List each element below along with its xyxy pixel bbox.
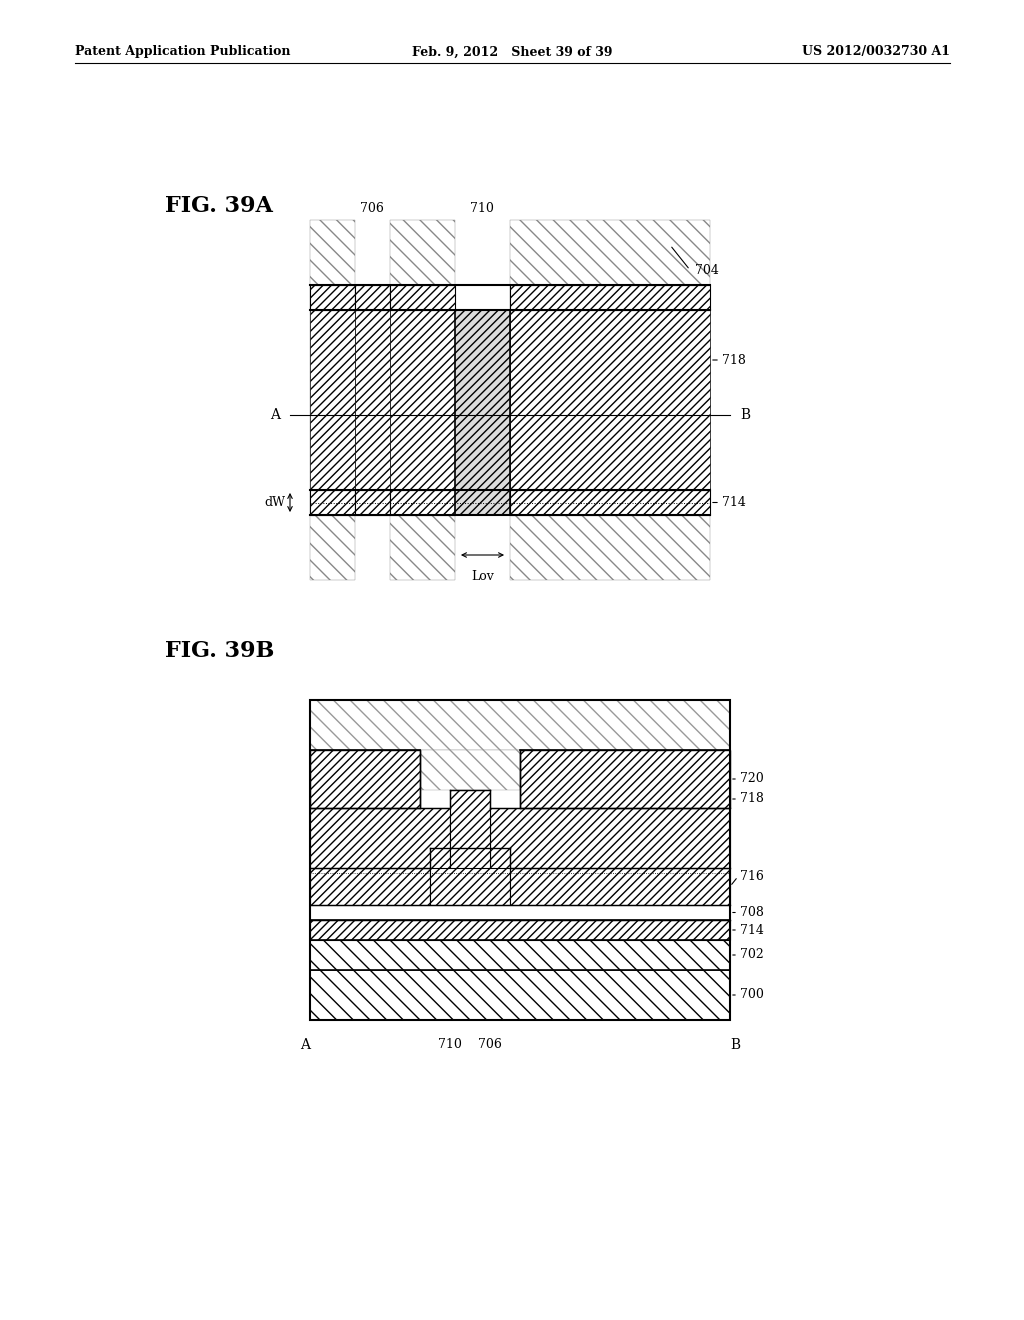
Bar <box>310 906 730 920</box>
Text: A: A <box>300 1038 310 1052</box>
Text: Feb. 9, 2012   Sheet 39 of 39: Feb. 9, 2012 Sheet 39 of 39 <box>412 45 612 58</box>
Text: 714: 714 <box>740 924 764 936</box>
Bar <box>510 310 710 490</box>
Bar <box>520 750 730 808</box>
Text: Patent Application Publication: Patent Application Publication <box>75 45 291 58</box>
Text: dW: dW <box>264 496 285 510</box>
Bar <box>510 285 710 310</box>
Text: 718: 718 <box>740 792 764 805</box>
Text: B: B <box>740 408 751 422</box>
Bar <box>355 285 390 310</box>
Text: 718: 718 <box>722 354 745 367</box>
Bar <box>310 700 730 1020</box>
Bar <box>310 808 450 869</box>
Bar <box>420 750 520 789</box>
Text: 714: 714 <box>722 496 745 510</box>
Text: 720: 720 <box>740 772 764 785</box>
Bar <box>390 285 455 310</box>
Text: A: A <box>270 408 280 422</box>
Text: FIG. 39B: FIG. 39B <box>165 640 274 663</box>
Text: Lov: Lov <box>471 570 494 583</box>
Bar <box>390 490 455 515</box>
Bar <box>310 285 355 310</box>
Text: 710: 710 <box>438 1038 462 1051</box>
Bar <box>310 220 355 579</box>
Text: FIG. 39A: FIG. 39A <box>165 195 272 216</box>
Text: 700: 700 <box>740 989 764 1002</box>
Bar <box>355 310 390 490</box>
Bar <box>310 700 730 750</box>
Bar <box>310 490 355 515</box>
Bar <box>310 970 730 1020</box>
Bar <box>310 750 420 808</box>
Bar <box>310 869 430 906</box>
Text: 710: 710 <box>470 202 494 215</box>
Bar <box>450 789 490 869</box>
Bar <box>430 847 510 906</box>
Bar <box>310 940 730 970</box>
Bar <box>390 310 455 490</box>
Text: 708: 708 <box>740 906 764 919</box>
Bar <box>310 310 355 490</box>
Text: 706: 706 <box>478 1038 502 1051</box>
Bar <box>310 920 730 940</box>
Bar <box>390 220 455 579</box>
Text: 702: 702 <box>740 949 764 961</box>
Bar <box>490 808 730 869</box>
Text: B: B <box>730 1038 740 1052</box>
Text: US 2012/0032730 A1: US 2012/0032730 A1 <box>802 45 950 58</box>
Text: 704: 704 <box>695 264 719 276</box>
Text: 706: 706 <box>360 202 384 215</box>
Bar <box>510 220 710 579</box>
Text: 716: 716 <box>740 870 764 883</box>
Bar <box>355 490 390 515</box>
Bar <box>455 310 510 515</box>
Bar <box>510 869 730 906</box>
Bar <box>510 490 710 515</box>
